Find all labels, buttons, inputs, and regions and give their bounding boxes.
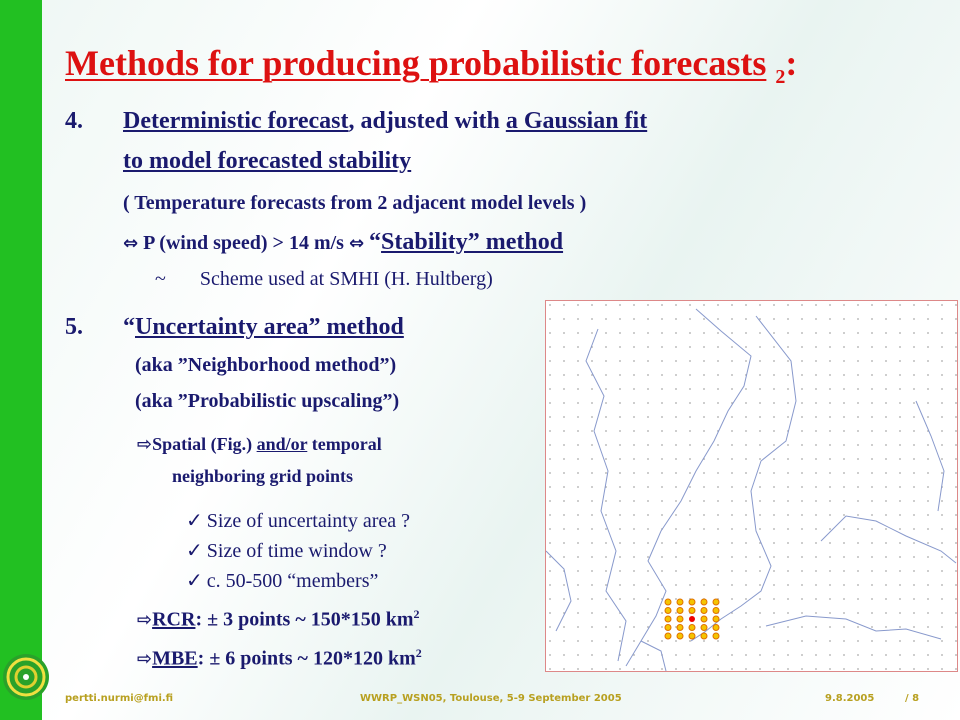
uncertainty-point — [688, 632, 696, 640]
uncertainty-point — [664, 615, 672, 623]
item5-line1: 5. “Uncertainty area” method — [65, 314, 404, 341]
grid-points — [546, 301, 957, 671]
mbe-line: ⇨MBE: ± 6 points ~ 120*120 km2 — [137, 646, 422, 671]
uncertainty-point — [688, 607, 696, 614]
double-arrow-icon: ⇔ — [123, 233, 139, 254]
item5-aka1: (aka ”Neighborhood method”) — [135, 354, 397, 376]
item4-gaussian: a Gaussian fit — [505, 108, 648, 134]
uncertainty-point — [712, 615, 720, 623]
double-arrow-icon: ⇔ — [348, 233, 365, 254]
title-colon: : — [785, 43, 798, 83]
uncertainty-point — [712, 607, 720, 614]
uncertainty-point — [676, 598, 684, 606]
checkmark-icon: ✓ — [186, 508, 203, 532]
uncertainty-point — [712, 632, 720, 640]
title-text: Methods for producing probabilistic fore… — [65, 43, 767, 83]
rcr-text: : ± 3 points ~ 150*150 km — [195, 608, 414, 631]
hollow-right-arrow-icon: ⇨ — [137, 609, 153, 631]
item4-line3: ( Temperature forecasts from 2 adjacent … — [123, 192, 587, 214]
uncertainty-point — [676, 624, 684, 631]
checkmark-icon: ✓ — [186, 568, 203, 592]
mbe-sup: 2 — [415, 646, 422, 660]
uncertainty-point — [700, 615, 708, 623]
finland-grid-map — [545, 300, 958, 672]
check-text-1: Size of uncertainty area ? — [206, 510, 410, 532]
item4-line4: ⇔ P (wind speed) > 14 m/s ⇔ “Stability” … — [123, 229, 563, 256]
rcr-label: RCR — [152, 608, 196, 631]
item5-title: Uncertainty area” method — [135, 314, 404, 340]
hollow-right-arrow-icon: ⇨ — [137, 434, 153, 455]
slide-title: Methods for producing probabilistic fore… — [65, 42, 945, 89]
item4-number: 4. — [65, 108, 83, 134]
uncertainty-area-points — [664, 598, 720, 640]
uncertainty-point — [676, 615, 684, 623]
uncertainty-point — [676, 607, 684, 614]
item4-quote: “ — [369, 229, 382, 255]
scheme-text: Scheme used at SMHI (H. Hultberg) — [199, 268, 493, 290]
hollow-right-arrow-icon: ⇨ — [137, 648, 153, 670]
map-svg — [545, 301, 957, 672]
item4-stability-method: Stability” method — [381, 229, 564, 255]
check-item-1: ✓ Size of uncertainty area ? — [186, 508, 410, 533]
footer-email: pertti.nurmi@fmi.fi — [65, 693, 174, 704]
uncertainty-point — [664, 624, 672, 631]
uncertainty-point — [688, 598, 696, 606]
uncertainty-point — [664, 632, 672, 640]
uncertainty-point — [700, 607, 708, 614]
item5-quote: “ — [123, 314, 135, 340]
check-text-3: c. 50-500 “members” — [206, 570, 379, 592]
fmi-logo-icon — [3, 654, 49, 700]
item4-adjusted: , adjusted with — [348, 108, 506, 134]
check-item-3: ✓ c. 50-500 “members” — [186, 568, 378, 593]
uncertainty-point — [712, 598, 720, 606]
item4-line2: to model forecasted stability — [123, 148, 412, 174]
item5-number: 5. — [65, 314, 83, 340]
checkmark-icon: ✓ — [186, 538, 203, 562]
check-item-2: ✓ Size of time window ? — [186, 538, 387, 563]
item4-wind-speed: P (wind speed) > 14 m/s — [143, 232, 344, 254]
item4-deterministic: Deterministic forecast — [123, 108, 349, 134]
title-subscript: 2 — [775, 66, 786, 89]
item5-spatial-line2: neighboring grid points — [172, 466, 354, 486]
footer-page: / 8 — [905, 693, 920, 704]
uncertainty-point — [700, 632, 708, 640]
and-or-text: and/or — [256, 434, 308, 454]
check-text-2: Size of time window ? — [206, 540, 387, 562]
temporal-text: temporal — [307, 434, 382, 454]
uncertainty-point — [700, 624, 708, 631]
uncertainty-point — [712, 624, 720, 631]
item5-aka2: (aka ”Probabilistic upscaling”) — [135, 390, 400, 412]
rcr-line: ⇨RCR: ± 3 points ~ 150*150 km2 — [137, 607, 420, 632]
item4-scheme: ~ Scheme used at SMHI (H. Hultberg) — [155, 268, 493, 291]
mbe-text: : ± 6 points ~ 120*120 km — [197, 647, 416, 670]
uncertainty-point — [676, 632, 684, 640]
uncertainty-point — [664, 607, 672, 614]
item4-line1: 4. Deterministic forecast, adjusted with … — [65, 108, 647, 135]
tilde: ~ — [155, 268, 166, 290]
center-grid-point — [689, 616, 695, 622]
footer-event: WWRP_WSN05, Toulouse, 5-9 September 2005 — [360, 693, 622, 704]
mbe-label: MBE — [152, 647, 198, 670]
green-side-bar — [0, 0, 42, 720]
uncertainty-point — [664, 598, 672, 606]
spatial-text: Spatial (Fig.) — [152, 434, 257, 454]
coastline — [545, 308, 957, 672]
uncertainty-point — [700, 598, 708, 606]
footer-date: 9.8.2005 — [825, 693, 875, 704]
rcr-sup: 2 — [413, 607, 420, 621]
item5-spatial: ⇨Spatial (Fig.) and/or temporal — [137, 434, 382, 455]
uncertainty-point — [688, 624, 696, 631]
